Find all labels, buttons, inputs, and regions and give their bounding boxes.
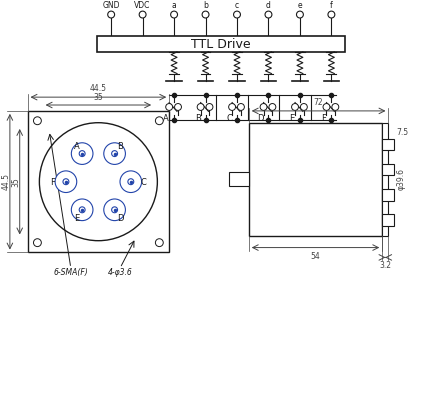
Circle shape xyxy=(104,199,125,220)
Text: F: F xyxy=(321,114,326,123)
Text: 44.5: 44.5 xyxy=(90,84,107,93)
Text: f: f xyxy=(330,1,333,10)
Text: C: C xyxy=(226,114,232,123)
Circle shape xyxy=(108,11,115,18)
Circle shape xyxy=(269,103,276,110)
Circle shape xyxy=(63,179,69,185)
Text: 35: 35 xyxy=(93,93,103,102)
Circle shape xyxy=(79,151,85,156)
Text: d: d xyxy=(266,1,271,10)
Bar xyxy=(382,139,394,150)
Text: e: e xyxy=(298,1,302,10)
Circle shape xyxy=(39,123,158,241)
Text: b: b xyxy=(203,1,208,10)
Circle shape xyxy=(112,207,118,213)
Circle shape xyxy=(197,103,204,110)
Circle shape xyxy=(300,103,307,110)
Circle shape xyxy=(292,103,299,110)
Text: 3.2: 3.2 xyxy=(379,261,391,270)
Circle shape xyxy=(229,103,236,110)
Circle shape xyxy=(104,143,125,164)
Text: VDC: VDC xyxy=(135,1,151,10)
Circle shape xyxy=(128,179,134,185)
Circle shape xyxy=(260,103,267,110)
Text: E: E xyxy=(75,214,80,223)
Circle shape xyxy=(155,239,163,247)
Text: c: c xyxy=(235,1,239,10)
Circle shape xyxy=(206,103,213,110)
Bar xyxy=(97,36,345,52)
Circle shape xyxy=(120,171,141,193)
Circle shape xyxy=(233,11,240,18)
Text: C: C xyxy=(141,178,147,187)
Circle shape xyxy=(33,117,41,125)
Bar xyxy=(382,164,394,176)
Circle shape xyxy=(166,103,173,110)
Text: A: A xyxy=(74,142,80,151)
Text: D: D xyxy=(257,114,264,123)
Text: 44.5: 44.5 xyxy=(1,173,10,190)
Bar xyxy=(249,123,382,236)
Text: φ39.6: φ39.6 xyxy=(396,168,405,190)
Circle shape xyxy=(323,103,330,110)
Circle shape xyxy=(155,117,163,125)
Circle shape xyxy=(328,11,335,18)
Text: B: B xyxy=(195,114,201,123)
Text: F: F xyxy=(50,178,55,187)
Bar xyxy=(382,189,394,201)
Text: 72: 72 xyxy=(314,98,323,107)
Circle shape xyxy=(296,11,303,18)
Text: a: a xyxy=(172,1,177,10)
Text: 6-SMA(F): 6-SMA(F) xyxy=(53,268,88,277)
Circle shape xyxy=(202,11,209,18)
Circle shape xyxy=(237,103,244,110)
Text: B: B xyxy=(118,142,123,151)
Text: A: A xyxy=(163,114,169,123)
Circle shape xyxy=(33,239,41,247)
Circle shape xyxy=(332,103,339,110)
Text: 35: 35 xyxy=(11,177,20,187)
Circle shape xyxy=(71,199,93,220)
Text: 4-φ3.6: 4-φ3.6 xyxy=(108,268,132,277)
Circle shape xyxy=(171,11,178,18)
Text: GND: GND xyxy=(102,1,120,10)
Text: D: D xyxy=(117,214,124,223)
Text: E: E xyxy=(289,114,295,123)
Circle shape xyxy=(112,151,118,156)
Bar xyxy=(229,172,249,186)
Text: 7.5: 7.5 xyxy=(396,128,408,137)
Circle shape xyxy=(71,143,93,164)
Circle shape xyxy=(139,11,146,18)
Circle shape xyxy=(265,11,272,18)
Circle shape xyxy=(174,103,181,110)
Bar xyxy=(382,215,394,226)
Bar xyxy=(28,111,169,252)
Bar xyxy=(382,123,388,236)
Text: TTL Drive: TTL Drive xyxy=(191,37,251,51)
Circle shape xyxy=(55,171,77,193)
Text: 54: 54 xyxy=(311,252,320,261)
Circle shape xyxy=(79,207,85,213)
